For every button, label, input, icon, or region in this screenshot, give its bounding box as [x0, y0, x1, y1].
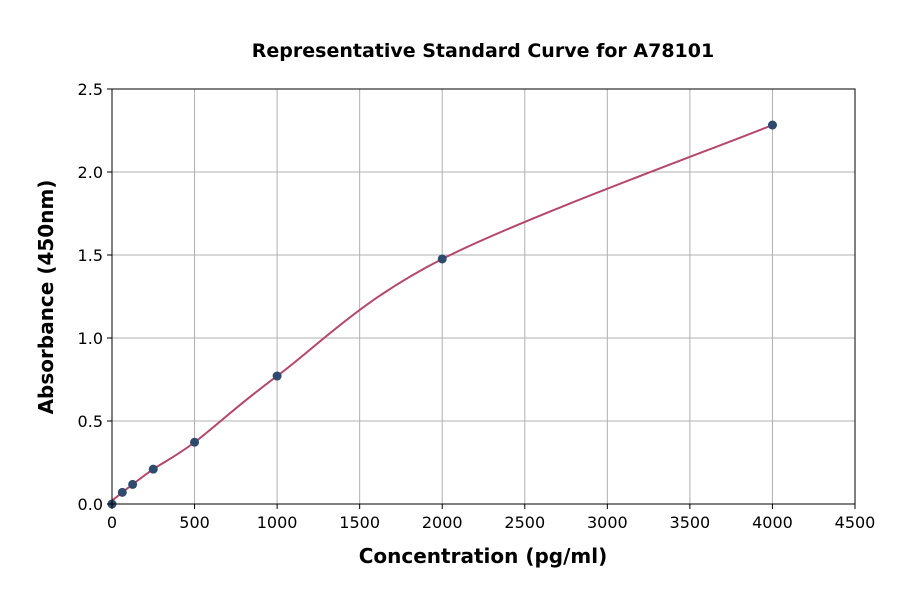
fit-curve: [111, 124, 773, 502]
x-tick-label: 1500: [339, 513, 380, 532]
y-tick-label: 0.0: [78, 495, 103, 514]
y-tick-label: 2.5: [78, 80, 103, 99]
x-tick-label: 3500: [670, 513, 711, 532]
x-tick-label: 2000: [422, 513, 463, 532]
data-point: [437, 254, 447, 264]
y-tick-label: 2.0: [78, 163, 103, 182]
y-tick-label: 0.5: [78, 412, 103, 431]
x-tick-label: 0: [107, 513, 117, 532]
data-point: [272, 371, 282, 381]
data-point: [190, 437, 200, 447]
x-tick-label: 3000: [587, 513, 628, 532]
x-tick-label: 4000: [752, 513, 793, 532]
x-tick-label: 1000: [257, 513, 298, 532]
x-tick-label: 500: [179, 513, 210, 532]
y-tick-label: 1.0: [78, 329, 103, 348]
x-axis-label: Concentration (pg/ml): [359, 544, 608, 568]
data-point: [767, 120, 777, 130]
y-tick-label: 1.5: [78, 246, 103, 265]
x-tick-label: 4500: [835, 513, 876, 532]
x-tick-label: 2500: [504, 513, 545, 532]
data-point: [128, 479, 138, 489]
y-axis-label: Absorbance (450nm): [34, 180, 58, 415]
plot-frame: [111, 88, 856, 505]
chart-title: Representative Standard Curve for A78101: [252, 40, 714, 62]
data-point: [117, 487, 127, 497]
data-point: [148, 464, 158, 474]
